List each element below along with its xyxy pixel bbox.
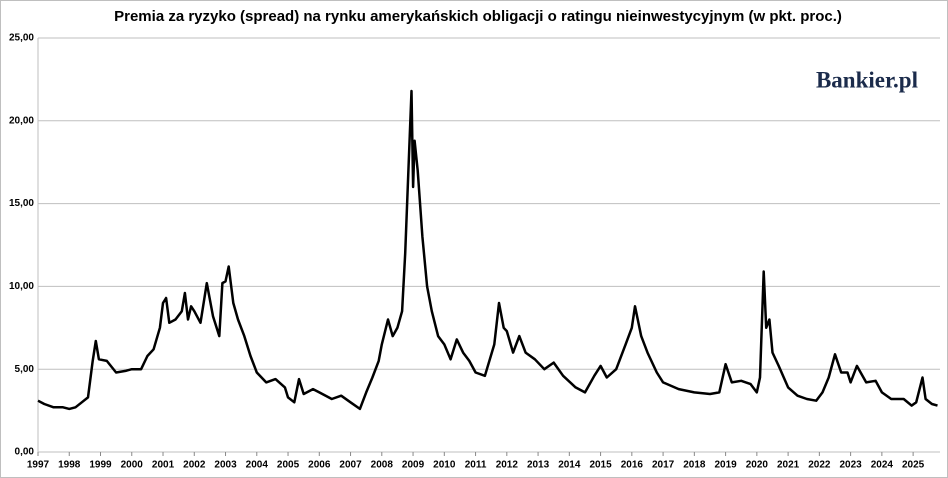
x-tick-label: 2019: [714, 460, 737, 471]
x-tick-label: 2024: [871, 460, 894, 471]
x-tick-label: 2014: [558, 460, 581, 471]
x-tick-label: 2003: [214, 460, 237, 471]
x-tick-label: 2000: [121, 460, 144, 471]
x-tick-label: 2002: [183, 460, 206, 471]
x-tick-label: 2009: [402, 460, 425, 471]
x-tick-label: 2016: [621, 460, 644, 471]
x-tick-label: 2006: [308, 460, 331, 471]
line-series: [37, 89, 938, 411]
x-tick-label: 2020: [746, 460, 769, 471]
x-tick-label: 1998: [58, 460, 81, 471]
x-tick-label: 2017: [652, 460, 675, 471]
x-tick-label: 2010: [433, 460, 456, 471]
x-tick-label: 2005: [277, 460, 300, 471]
y-tick-label: 20,00: [9, 115, 34, 126]
x-tick-label: 1997: [27, 460, 50, 471]
x-tick-label: 2018: [683, 460, 706, 471]
chart-title: Premia za ryzyko (spread) na rynku amery…: [114, 8, 842, 25]
y-tick-label: 25,00: [9, 33, 34, 44]
x-tick-label: 2023: [839, 460, 862, 471]
x-tick-label: 2004: [246, 460, 269, 471]
x-tick-label: 2025: [902, 460, 925, 471]
x-tick-label: 2012: [496, 460, 519, 471]
logo: Bankier.pl: [816, 67, 918, 92]
x-tick-label: 2015: [589, 460, 612, 471]
x-tick-label: 2021: [777, 460, 800, 471]
y-tick-label: 10,00: [9, 281, 34, 292]
x-tick-label: 2022: [808, 460, 831, 471]
x-tick-label: 2013: [527, 460, 550, 471]
y-tick-label: 15,00: [9, 198, 34, 209]
x-tick-label: 2001: [152, 460, 175, 471]
x-tick-label: 1999: [89, 460, 112, 471]
y-tick-label: 0,00: [15, 447, 35, 458]
y-tick-label: 5,00: [15, 364, 35, 375]
x-tick-label: 2011: [465, 460, 487, 471]
x-tick-label: 2008: [371, 460, 394, 471]
x-tick-label: 2007: [339, 460, 362, 471]
